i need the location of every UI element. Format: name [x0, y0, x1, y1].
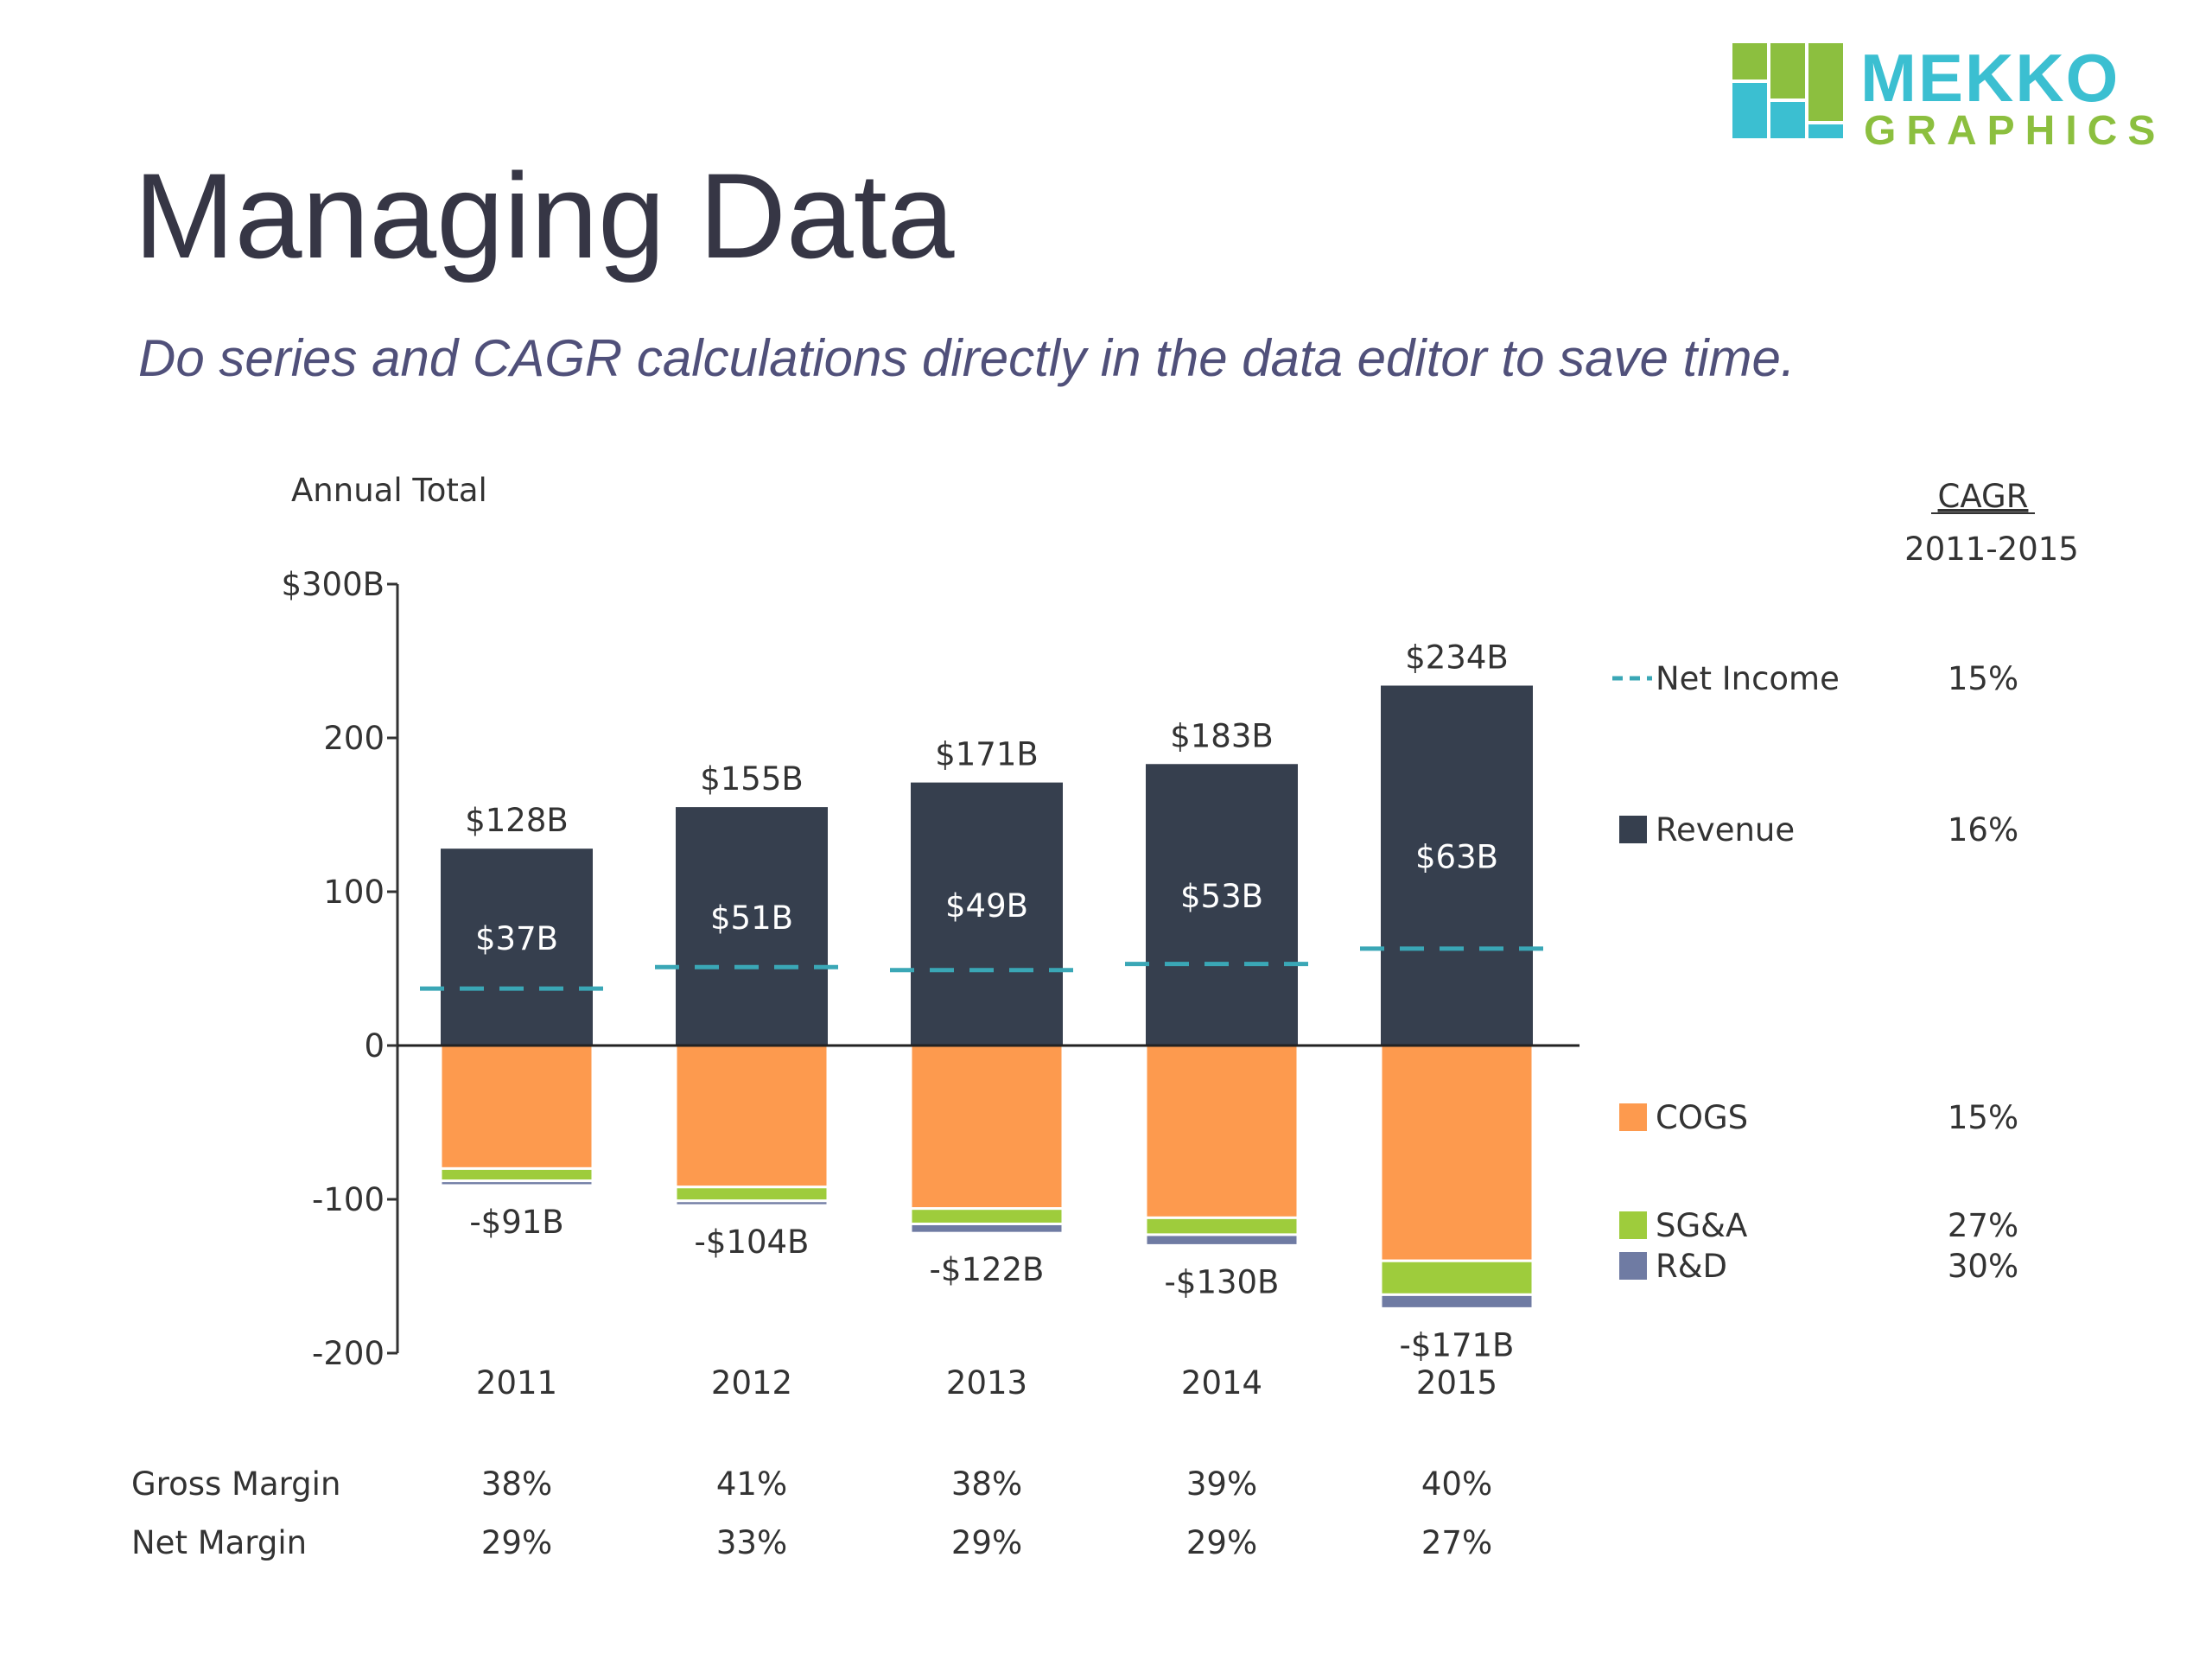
bar-revenue: [911, 782, 1063, 1046]
bar-cost-total-label: -$171B: [1400, 1326, 1515, 1363]
bar-total-label: $183B: [1170, 717, 1274, 754]
legend-cagr-cogs: 15%: [1948, 1099, 2018, 1136]
bar-rd: [909, 1222, 1065, 1235]
legend-label-revenue: Revenue: [1656, 811, 1795, 849]
logo-mark-icon: [1732, 43, 1843, 138]
margin-value: 29%: [481, 1524, 552, 1561]
legend-cagr-revenue: 16%: [1948, 811, 2018, 849]
margin-value: 40%: [1421, 1465, 1492, 1503]
bar-cost-total-label: -$104B: [695, 1224, 810, 1261]
legend-cagr-sga: 27%: [1948, 1207, 2018, 1244]
bar-sga: [909, 1207, 1065, 1225]
bar-total-label: $128B: [465, 802, 569, 839]
bar-cogs: [1379, 1044, 1535, 1262]
margin-row-label: Gross Margin: [131, 1465, 340, 1503]
legend-marker-cogs: [1619, 1103, 1647, 1131]
logo-word-mekko: MEKKO: [1860, 40, 2120, 116]
bar-revenue: [1146, 764, 1298, 1046]
legend-marker-revenue: [1619, 816, 1647, 843]
bar-rd: [674, 1199, 830, 1207]
x-tick-label: 2011: [476, 1364, 557, 1402]
margin-value: 33%: [716, 1524, 787, 1561]
y-axis-title: Annual Total: [291, 472, 487, 509]
bar-net-income-label: $53B: [1180, 878, 1263, 915]
bar-rd: [1379, 1293, 1535, 1310]
bar-cost-total-label: -$91B: [469, 1204, 563, 1241]
y-tick-label: 100: [323, 874, 385, 911]
x-tick-label: 2015: [1416, 1364, 1497, 1402]
bar-total-label: $234B: [1405, 639, 1509, 676]
bar-net-income-label: $37B: [475, 920, 558, 957]
bar-total-label: $155B: [700, 760, 804, 798]
bar-cogs: [674, 1044, 830, 1189]
x-tick-label: 2012: [711, 1364, 792, 1402]
bar-cost-total-label: -$122B: [930, 1251, 1045, 1288]
legend-cagr-net_income: 15%: [1948, 660, 2018, 697]
logo-word-graphics: GRAPHICS: [1864, 108, 2166, 154]
cagr-subheader: 2011-2015: [1904, 531, 2079, 568]
margin-value: 38%: [951, 1465, 1022, 1503]
cagr-header: CAGR: [1938, 478, 2029, 515]
bar-cogs: [909, 1044, 1065, 1211]
bar-net-income-label: $49B: [945, 887, 1028, 925]
legend-label-net_income: Net Income: [1656, 660, 1840, 697]
margin-value: 39%: [1186, 1465, 1257, 1503]
margin-value: 29%: [951, 1524, 1022, 1561]
legend-label-sga: SG&A: [1656, 1207, 1747, 1244]
x-tick-label: 2014: [1181, 1364, 1262, 1402]
x-tick-label: 2013: [946, 1364, 1027, 1402]
bar-total-label: $171B: [935, 736, 1039, 773]
bar-revenue: [441, 849, 593, 1046]
bar-net-income-label: $63B: [1415, 839, 1498, 876]
bar-sga: [1379, 1259, 1535, 1296]
mekko-graphics-logo: MEKKO GRAPHICS: [1732, 40, 2199, 152]
y-tick-label: 200: [323, 720, 385, 757]
margin-value: 41%: [716, 1465, 787, 1503]
bar-cogs: [1144, 1044, 1300, 1219]
y-tick-label: -100: [312, 1181, 385, 1218]
bar-sga: [439, 1166, 594, 1183]
margin-value: 27%: [1421, 1524, 1492, 1561]
bar-rd: [1144, 1233, 1300, 1247]
bar-revenue: [676, 807, 828, 1046]
margin-value: 29%: [1186, 1524, 1257, 1561]
margin-value: 38%: [481, 1465, 552, 1503]
bar-net-income-label: $51B: [710, 899, 793, 937]
legend-marker-rd: [1619, 1252, 1647, 1280]
bar-sga: [1144, 1216, 1300, 1236]
bar-revenue: [1381, 685, 1533, 1046]
legend-cagr-rd: 30%: [1948, 1248, 2018, 1285]
legend-label-rd: R&D: [1656, 1248, 1727, 1285]
legend-label-cogs: COGS: [1656, 1099, 1748, 1136]
y-tick-label: -200: [312, 1335, 385, 1372]
bar-rd: [439, 1179, 594, 1187]
y-tick-label: 0: [364, 1027, 385, 1065]
page-subtitle: Do series and CAGR calculations directly…: [138, 329, 1796, 387]
bar-cost-total-label: -$130B: [1165, 1263, 1280, 1300]
y-tick-label: $300B: [281, 566, 385, 603]
bar-cogs: [439, 1044, 594, 1170]
margin-row-label: Net Margin: [131, 1524, 307, 1561]
legend-marker-sga: [1619, 1211, 1647, 1239]
bar-sga: [674, 1185, 830, 1203]
page-title: Managing Data: [134, 148, 955, 283]
